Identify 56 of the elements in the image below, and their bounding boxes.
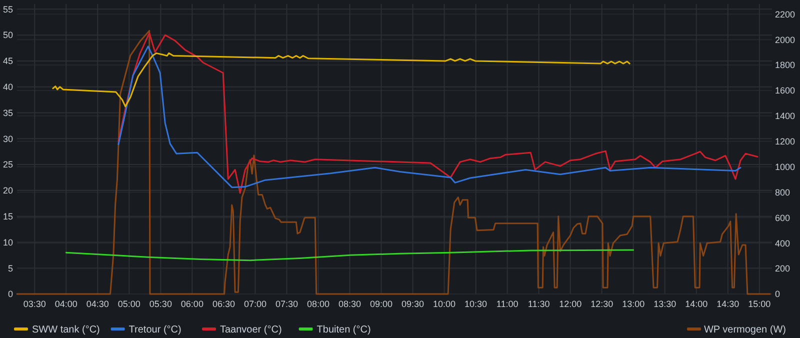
y2-tick-label: 200 (775, 264, 790, 274)
y-tick-label: 25 (2, 160, 13, 170)
x-tick-label: 13:00 (622, 299, 645, 309)
legend-label: SWW tank (°C) (32, 324, 100, 336)
x-tick-label: 09:00 (370, 299, 393, 309)
x-tick-label: 04:00 (54, 299, 78, 309)
y-tick-label: 55 (2, 4, 13, 14)
y2-tick-label: 800 (775, 187, 790, 198)
x-tick-label: 10:30 (464, 299, 488, 309)
legend-label: Tretour (°C) (128, 324, 182, 336)
y2-tick-label: 0 (775, 289, 780, 300)
x-tick-label: 07:00 (244, 299, 266, 309)
y2-tick-label: 400 (775, 238, 790, 248)
y2-tick-label: 1600 (775, 86, 796, 96)
y2-tick-label: 2000 (775, 34, 796, 45)
legend-label: Tbuiten (°C) (316, 324, 371, 336)
x-tick-label: 15:00 (748, 299, 771, 309)
y-tick-label: 50 (2, 30, 13, 40)
y2-tick-label: 1800 (775, 60, 796, 70)
x-tick-label: 08:00 (306, 299, 330, 309)
y-tick-label: 20 (2, 186, 13, 196)
y-tick-label: 40 (2, 82, 13, 92)
y-tick-label: 35 (2, 108, 13, 118)
x-tick-label: 14:30 (716, 299, 740, 309)
x-tick-label: 05:30 (149, 299, 172, 309)
y2-tick-label: 1400 (775, 111, 796, 122)
x-tick-label: 12:00 (559, 299, 582, 309)
y-tick-label: 45 (2, 56, 13, 66)
x-tick-label: 06:30 (212, 299, 235, 309)
x-tick-label: 09:30 (402, 299, 424, 309)
legend-label: WP vermogen (W) (704, 324, 786, 336)
line-series (52, 52, 630, 108)
line-series (16, 30, 771, 295)
y-tick-label: 5 (8, 263, 13, 274)
y2-tick-label: 1200 (775, 136, 796, 147)
x-tick-label: 04:30 (86, 299, 109, 309)
x-tick-label: 12:30 (590, 299, 614, 309)
x-tick-label: 03:30 (23, 299, 46, 309)
y-tick-label: 0 (8, 289, 13, 300)
y2-tick-label: 1000 (775, 162, 796, 172)
legend-label: Taanvoer (°C) (220, 324, 282, 336)
y2-tick-label: 600 (775, 212, 790, 223)
line-series (65, 249, 634, 262)
x-tick-label: 11:00 (496, 299, 518, 309)
x-tick-label: 11:30 (528, 299, 550, 309)
y-tick-label: 15 (2, 211, 13, 222)
y-tick-label: 10 (2, 237, 13, 248)
x-tick-label: 14:00 (685, 299, 708, 309)
x-tick-label: 08:30 (338, 299, 362, 309)
x-tick-label: 10:00 (433, 299, 456, 309)
x-tick-label: 05:00 (118, 299, 140, 309)
y-tick-label: 30 (2, 134, 13, 144)
y2-tick-label: 2200 (775, 9, 796, 20)
x-tick-label: 13:30 (654, 299, 676, 309)
x-tick-label: 06:00 (180, 299, 204, 309)
x-tick-label: 07:30 (275, 299, 298, 309)
